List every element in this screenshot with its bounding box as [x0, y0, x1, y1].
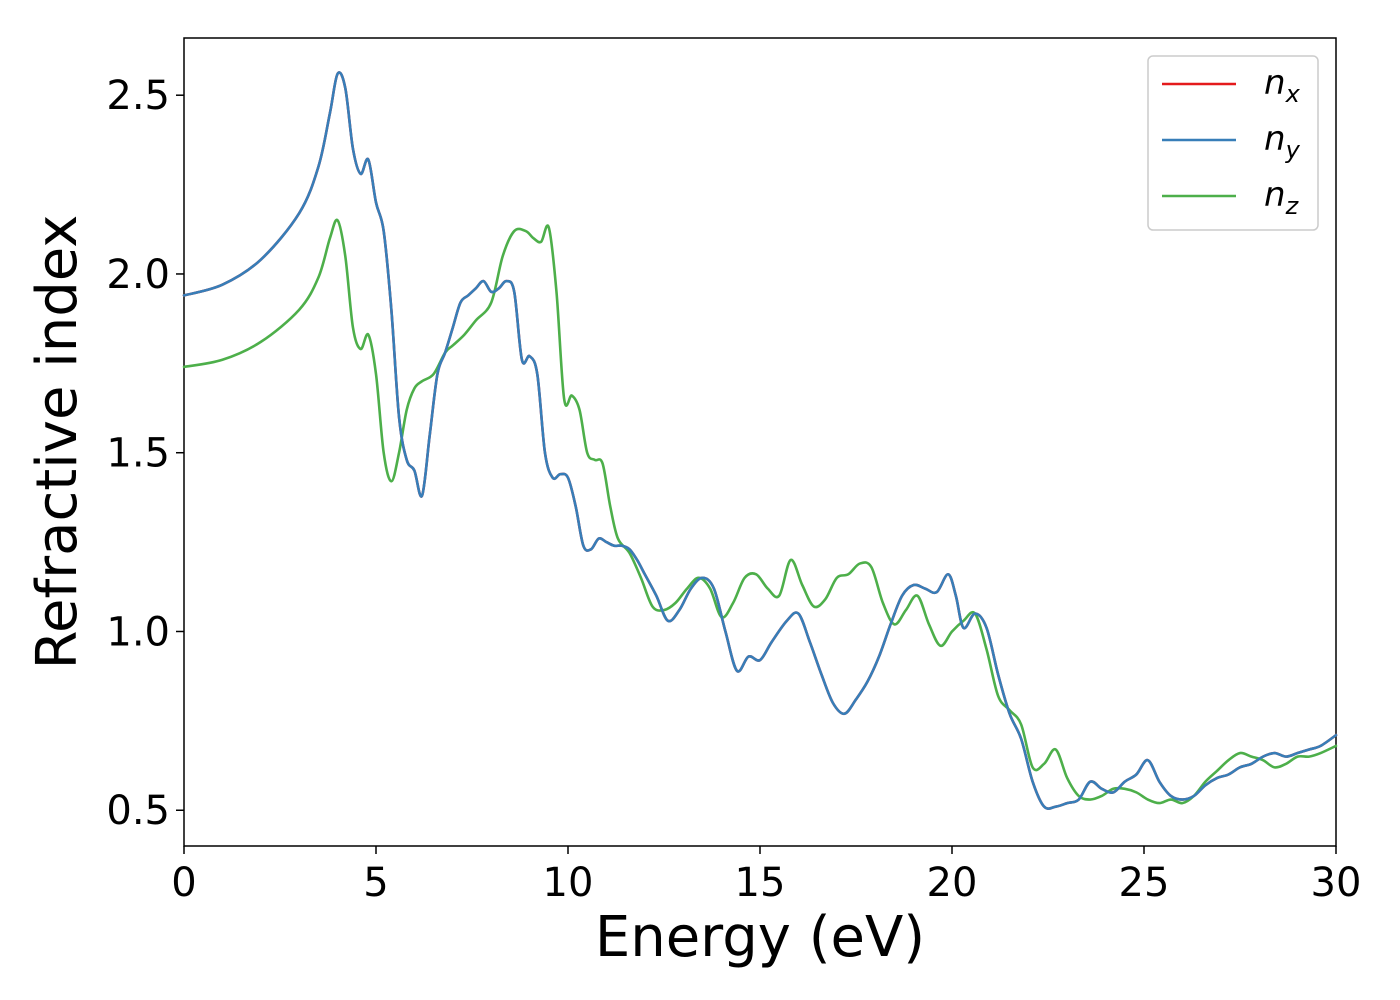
- x-tick-label: 15: [735, 860, 786, 906]
- y-tick-label: 2.0: [106, 252, 170, 298]
- x-tick-label: 0: [171, 860, 196, 906]
- series-layer: [182, 71, 1338, 810]
- legend-frame: [1147, 55, 1319, 231]
- x-tick-label: 10: [543, 860, 594, 906]
- y-tick-label: 0.5: [106, 788, 170, 834]
- x-tick-label: 30: [1311, 860, 1362, 906]
- y-tick-label: 1.5: [106, 431, 170, 477]
- x-tick-label: 25: [1119, 860, 1170, 906]
- x-tick-label: 5: [363, 860, 388, 906]
- series-line-ny: [182, 71, 1338, 810]
- x-axis-ticks: 0 5 10 15 20 25 30: [171, 846, 1361, 906]
- y-axis-title: Refractive index: [25, 215, 90, 670]
- series-line-nz: [182, 218, 1338, 805]
- x-axis-title: Energy (eV): [595, 905, 925, 970]
- x-tick-label: 20: [927, 860, 978, 906]
- plot-area: [183, 37, 1337, 847]
- y-tick-label: 2.5: [106, 73, 170, 119]
- y-axis-ticks: 0.5 1.0 1.5 2.0 2.5: [106, 73, 184, 834]
- y-tick-label: 1.0: [106, 609, 170, 655]
